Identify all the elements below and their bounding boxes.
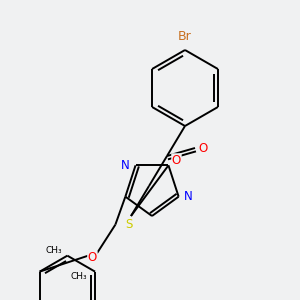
Text: O: O: [88, 251, 97, 264]
Text: N: N: [184, 190, 193, 203]
Text: O: O: [198, 142, 208, 154]
Text: N: N: [121, 159, 130, 172]
Text: O: O: [172, 154, 181, 167]
Text: CH₃: CH₃: [45, 246, 62, 255]
Text: CH₃: CH₃: [71, 272, 87, 281]
Text: S: S: [125, 218, 133, 230]
Text: Br: Br: [178, 31, 192, 44]
